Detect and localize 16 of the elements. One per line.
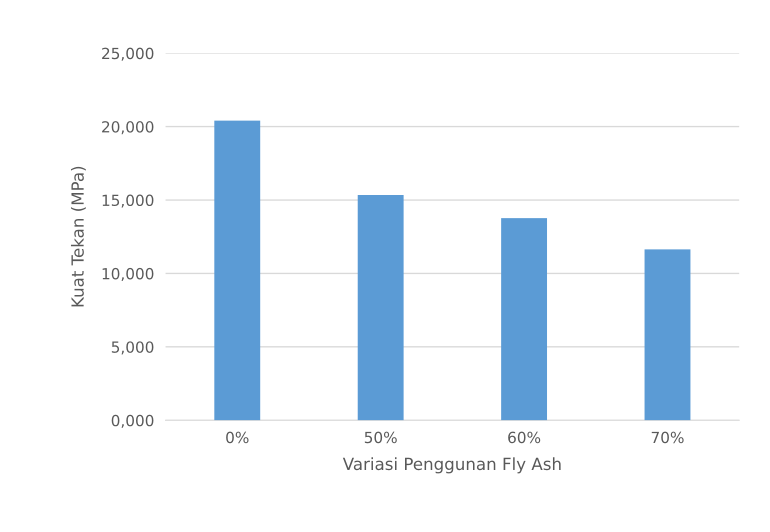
x-tick-label: 50% bbox=[364, 432, 397, 444]
y-tick-label: 15,000 bbox=[102, 194, 154, 208]
bar bbox=[644, 249, 690, 420]
x-tick-label: 60% bbox=[508, 432, 540, 444]
x-tick-label: 0% bbox=[226, 432, 249, 444]
x-axis-title: Variasi Penggunan Fly Ash bbox=[342, 457, 561, 474]
y-tick-label: 25,000 bbox=[102, 48, 154, 61]
bar bbox=[214, 120, 260, 420]
y-tick-label: 20,000 bbox=[102, 121, 154, 134]
x-tick-label: 70% bbox=[652, 432, 684, 444]
bar bbox=[358, 195, 404, 420]
y-axis-title: Kuat Tekan (MPa) bbox=[70, 166, 86, 306]
y-tick-label: 0,000 bbox=[112, 414, 154, 428]
y-tick-label: 10,000 bbox=[102, 268, 154, 282]
bar bbox=[501, 218, 548, 420]
y-tick-label: 5,000 bbox=[112, 341, 154, 354]
